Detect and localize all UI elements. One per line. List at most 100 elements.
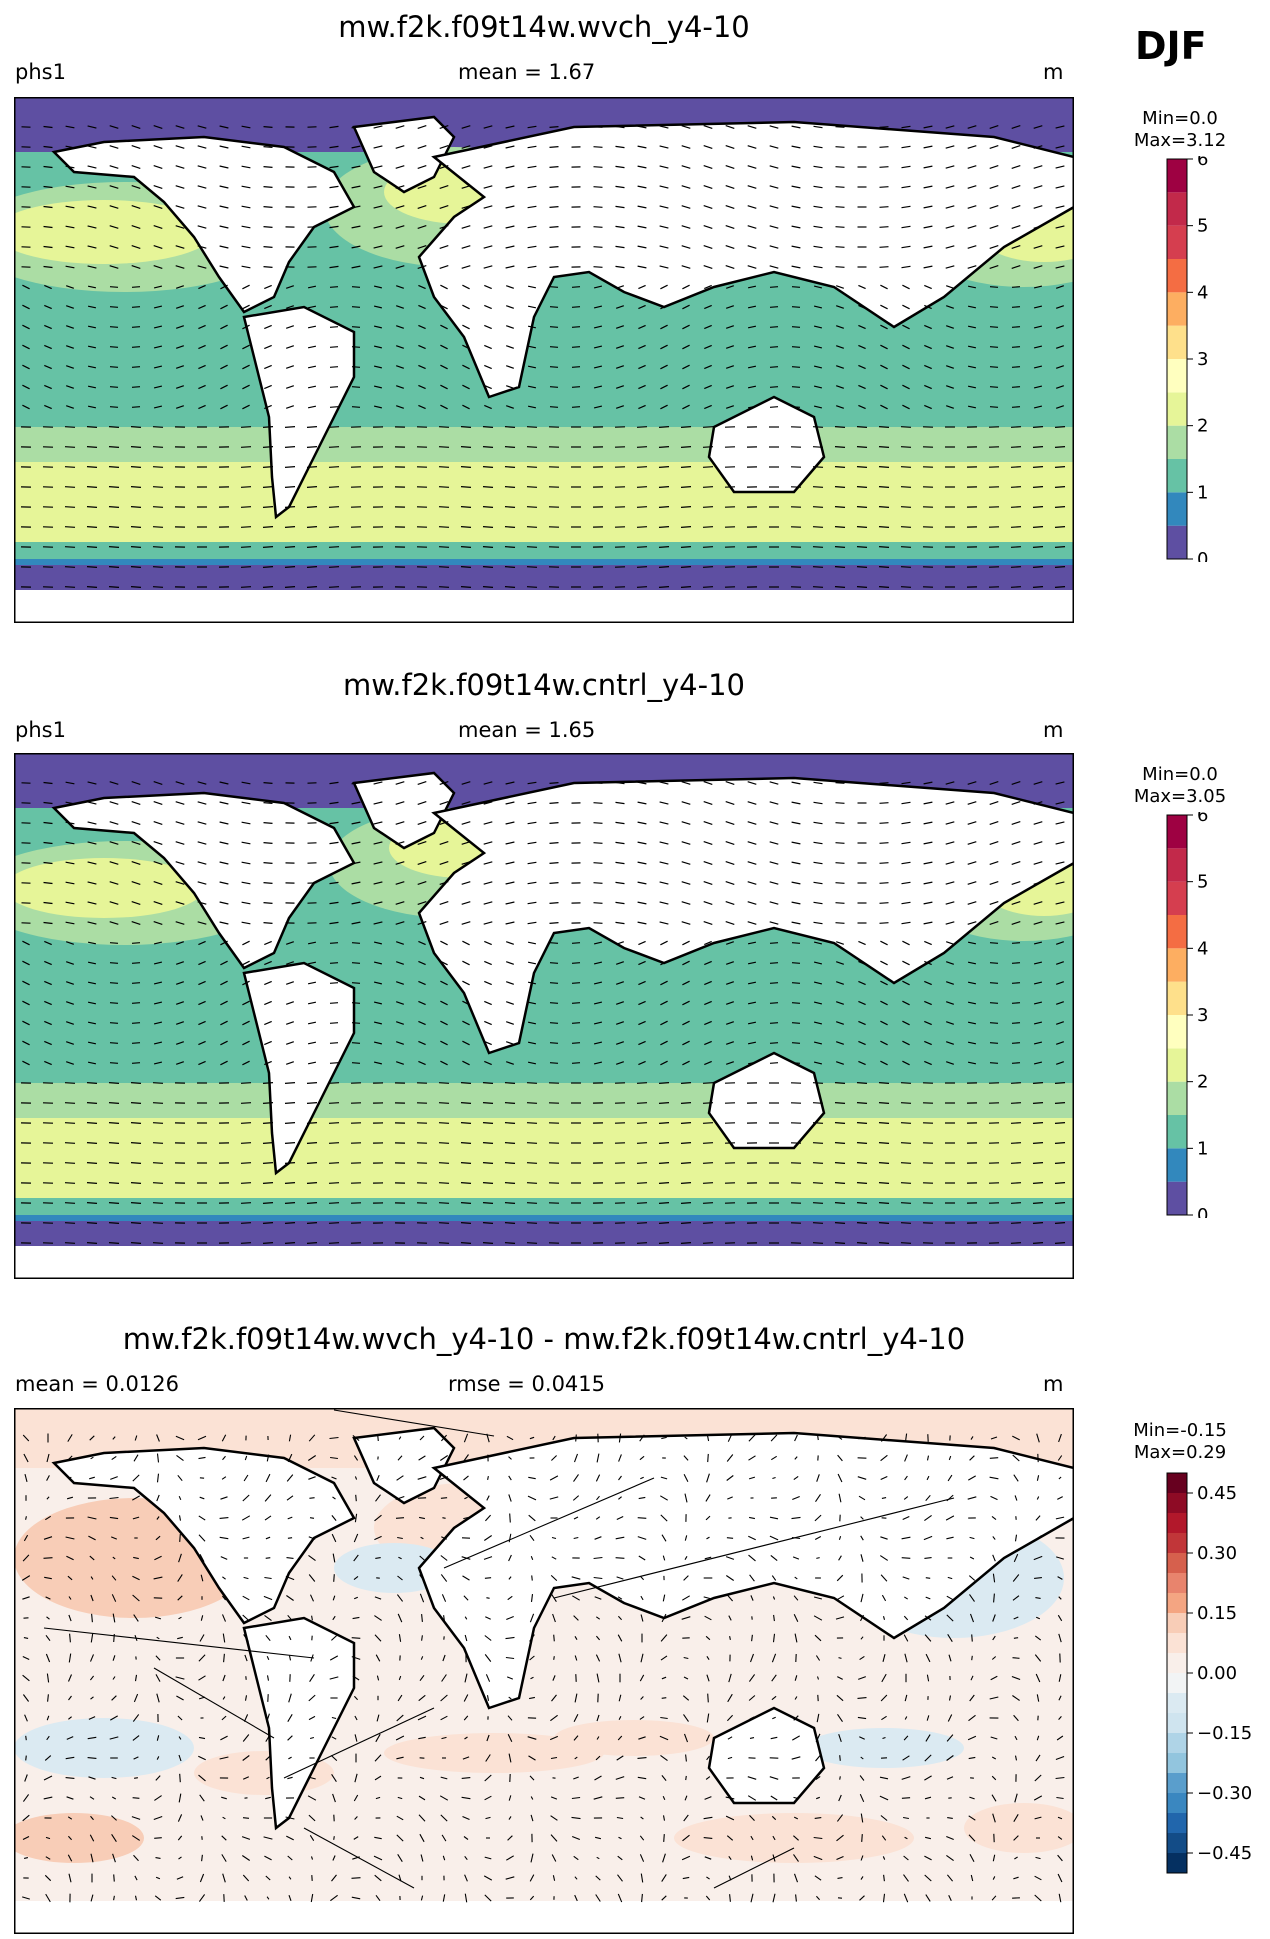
vector-arrow [680, 1082, 692, 1084]
vector-arrow [131, 881, 141, 885]
vector-arrow [549, 802, 559, 804]
vector-arrow [878, 526, 890, 528]
vector-arrow [286, 961, 294, 965]
vector-arrow [860, 1614, 864, 1622]
vector-arrow [505, 781, 515, 785]
vector-arrow [749, 1737, 755, 1739]
vector-arrow [924, 284, 932, 290]
vector-arrow [505, 265, 515, 269]
vector-arrow [636, 1202, 648, 1204]
vector-arrow [1032, 1162, 1044, 1164]
vector-arrow [484, 1020, 492, 1026]
diff-spac-neg-2 [804, 1728, 964, 1768]
vector-arrow [108, 446, 120, 448]
vector-arrow [858, 324, 866, 330]
vector-arrow [24, 1714, 28, 1722]
vector-arrow [1055, 245, 1065, 249]
vector-arrow [153, 861, 163, 865]
vector-arrow [728, 1615, 732, 1621]
vector-arrow [834, 1102, 846, 1104]
vector-arrow [175, 165, 185, 169]
vector-arrow [902, 960, 910, 966]
vector-arrow [526, 1182, 538, 1184]
vector-arrow [109, 245, 119, 249]
vector-arrow [131, 942, 141, 944]
vector-arrow [703, 921, 713, 925]
vector-arrow [462, 284, 470, 290]
vector-arrow [617, 1735, 623, 1741]
vector-arrow [418, 1455, 426, 1461]
vector-arrow [571, 386, 581, 388]
vector-arrow [420, 1656, 424, 1660]
vector-arrow [923, 901, 933, 905]
vector-arrow [130, 1102, 142, 1104]
vector-arrow [771, 1815, 777, 1821]
vector-arrow [43, 245, 53, 249]
vector-arrow [198, 384, 206, 390]
vector-arrow [615, 225, 625, 229]
vector-arrow [549, 286, 559, 288]
vector-arrow [1032, 1122, 1044, 1124]
vector-arrow [263, 782, 273, 784]
vector-arrow [992, 1876, 996, 1880]
vector-arrow [131, 346, 141, 348]
colorbar-segment [1167, 225, 1187, 259]
vector-arrow [22, 304, 30, 310]
vector-arrow [989, 982, 999, 984]
vector-arrow [46, 1616, 50, 1620]
vector-arrow [396, 345, 404, 349]
vector-arrow [286, 1835, 294, 1841]
vector-arrow [462, 1756, 470, 1760]
vector-arrow [133, 1693, 139, 1703]
vector-arrow [310, 1893, 314, 1903]
vector-arrow [395, 265, 405, 269]
long-vector [153, 1667, 275, 1739]
vector-arrow [242, 1494, 250, 1502]
vector-arrow [1032, 546, 1044, 548]
vector-arrow [903, 1735, 909, 1741]
vector-arrow [549, 1042, 559, 1044]
vector-arrow [460, 1082, 472, 1084]
vector-arrow [661, 1895, 667, 1901]
vector-arrow [438, 586, 450, 588]
vector-arrow [813, 1836, 823, 1840]
vector-arrow [728, 1673, 732, 1683]
vector-arrow [175, 781, 185, 785]
vector-arrow [109, 1002, 119, 1004]
vector-arrow [636, 1142, 648, 1144]
vector-arrow [460, 1242, 472, 1244]
vector-arrow [153, 901, 163, 905]
vector-arrow [856, 1202, 868, 1204]
vector-arrow [176, 385, 184, 389]
vector-arrow [110, 1715, 118, 1721]
vector-arrow [791, 225, 801, 229]
vector-arrow [484, 1795, 492, 1801]
vector-arrow [286, 285, 294, 289]
panel-2-map [14, 753, 1074, 1279]
vector-arrow [707, 1453, 709, 1463]
vector-arrow [1056, 941, 1064, 945]
vector-arrow [1033, 165, 1043, 169]
vector-arrow [417, 225, 427, 229]
vector-arrow [351, 1062, 361, 1064]
vector-arrow [286, 405, 294, 409]
vector-arrow [109, 1496, 119, 1500]
vector-arrow [553, 1634, 555, 1642]
vector-arrow [550, 1834, 558, 1842]
vector-arrow [923, 245, 933, 249]
vector-arrow [1032, 1202, 1044, 1204]
vector-arrow [396, 1021, 404, 1025]
vector-arrow [507, 1734, 513, 1742]
vector-arrow [725, 821, 735, 825]
vector-arrow [198, 1736, 206, 1740]
vector-arrow [1011, 225, 1021, 229]
s-ocean-band-3 [14, 1198, 1074, 1220]
colorbar-tick-label: 5 [1197, 872, 1208, 893]
long-vector [443, 1477, 655, 1569]
vector-arrow [353, 1794, 359, 1802]
vector-arrow [967, 125, 977, 129]
vector-arrow [1056, 385, 1064, 389]
vector-arrow [1035, 1856, 1041, 1860]
vector-arrow [616, 305, 624, 309]
vector-arrow [684, 1556, 688, 1560]
